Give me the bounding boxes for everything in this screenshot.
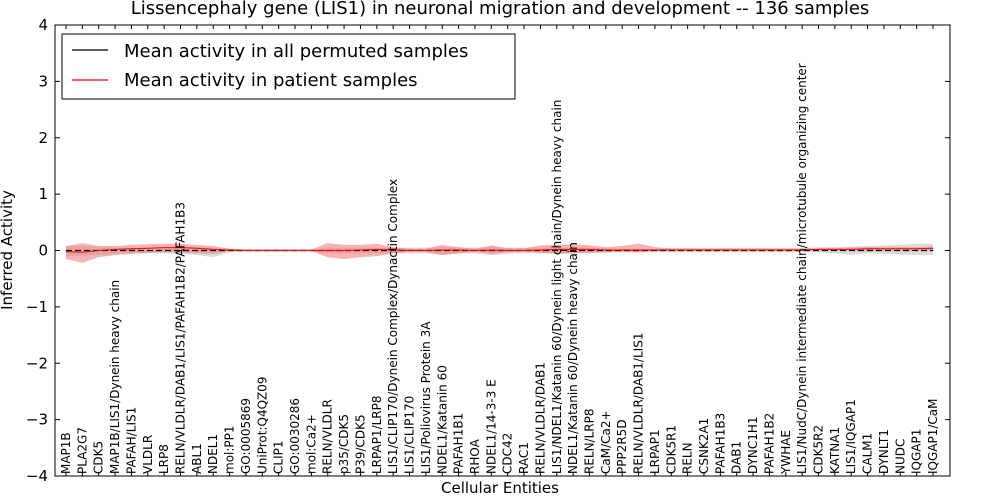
x-category-label: RELN/VLDLR/DAB1 bbox=[533, 362, 547, 474]
x-category-label: NDEL1/Katanin 60/Dynein heavy chain bbox=[566, 242, 580, 474]
x-category-label: ABL1 bbox=[190, 443, 204, 474]
x-category-label: CDK5 bbox=[92, 441, 106, 474]
x-category-label: LIS1/CLIP170 bbox=[403, 396, 417, 474]
x-category-label: mol:PP1 bbox=[223, 425, 237, 474]
y-tick-label: −4 bbox=[26, 467, 48, 485]
x-category-label: LIS1/Poliovirus Protein 3A bbox=[419, 321, 433, 474]
series-lines bbox=[65, 247, 934, 253]
x-category-label: PAFAH1B2 bbox=[762, 413, 776, 474]
x-category-label: PAFAH/LIS1 bbox=[124, 407, 138, 474]
x-category-label: GO:0005869 bbox=[239, 398, 253, 474]
legend-box bbox=[61, 33, 516, 100]
x-category-label: PLA2G7 bbox=[75, 427, 89, 474]
x-category-label: CDC42 bbox=[501, 433, 515, 474]
x-category-label: IQGAP1 bbox=[910, 429, 924, 474]
x-category-label: CaM/Ca2+ bbox=[599, 410, 613, 474]
x-category-label: LIS1/IQGAP1 bbox=[844, 399, 858, 474]
x-category-label: RAC1 bbox=[517, 442, 531, 474]
x-category-label: NDEL1/14-3-3 E bbox=[484, 379, 498, 474]
y-tick-label: 0 bbox=[38, 242, 48, 260]
x-category-label: RHOA bbox=[468, 438, 482, 474]
y-axis-ticks: 4 3 2 1 0 −1 −2 −3 −4 bbox=[26, 16, 950, 485]
x-category-label: PAFAH1B3 bbox=[713, 413, 727, 474]
x-category-label: mol:Ca2+ bbox=[304, 414, 318, 474]
x-category-label: DYNC1H1 bbox=[746, 416, 760, 474]
x-category-label: LIS1/NudC/Dynein intermediate chain/micr… bbox=[795, 63, 809, 474]
x-category-label: LRP8 bbox=[157, 444, 171, 474]
x-axis-ticks bbox=[65, 25, 934, 476]
x-category-label: CDK5R2 bbox=[811, 425, 825, 474]
x-axis-category-labels: MAP1B PLA2G7 CDK5 MAP1B/LIS1/Dynein heavy c… bbox=[59, 63, 940, 475]
x-category-label: CSNK2A1 bbox=[697, 418, 711, 474]
x-category-label: RELN/VLDLR bbox=[321, 399, 335, 474]
y-tick-label: 1 bbox=[38, 185, 48, 203]
x-category-label: PAFAH1B1 bbox=[452, 413, 466, 474]
legend: Mean activity in all permuted samples Me… bbox=[61, 33, 516, 100]
y-tick-label: −3 bbox=[26, 411, 48, 429]
x-category-label: IQGAP1/CaM bbox=[926, 399, 940, 475]
x-category-label: NDEL1/Katanin 60 bbox=[435, 365, 449, 474]
x-category-label: LRPAP1/LRP8 bbox=[370, 395, 384, 474]
x-category-label: GO:0030286 bbox=[288, 398, 302, 474]
x-category-label: KATNA1 bbox=[828, 427, 842, 474]
x-category-label: RELN/LRP8 bbox=[582, 408, 596, 474]
x-axis-title: Cellular Entities bbox=[441, 479, 559, 497]
legend-label-patient: Mean activity in patient samples bbox=[124, 70, 418, 91]
x-category-label: NDEL1 bbox=[206, 434, 220, 474]
legend-label-permuted: Mean activity in all permuted samples bbox=[124, 41, 468, 62]
x-category-label: MAP1B bbox=[59, 432, 73, 474]
line-series-1 bbox=[65, 247, 934, 253]
y-tick-label: 2 bbox=[38, 129, 48, 147]
x-category-label: MAP1B/LIS1/Dynein heavy chain bbox=[108, 280, 122, 474]
y-tick-label: −2 bbox=[26, 354, 48, 372]
x-category-label: UniProt:Q4QZ09 bbox=[255, 376, 269, 474]
x-category-label: RELN bbox=[681, 442, 695, 474]
band-series-1 bbox=[66, 243, 933, 263]
x-category-label: LIS1/NDEL1/Katanin 60/Dynein light chain… bbox=[550, 100, 564, 474]
x-category-label: RELN/VLDLR/DAB1/LIS1/PAFAH1B2/PAFAH1B3 bbox=[174, 202, 188, 474]
x-category-label: DAB1 bbox=[730, 441, 744, 474]
x-category-label: CALM1 bbox=[861, 433, 875, 474]
x-category-label: YWHAE bbox=[779, 430, 793, 475]
x-category-label: p35/CDK5 bbox=[337, 414, 351, 474]
x-category-label: NUDC bbox=[893, 439, 907, 474]
y-axis-title: Inferred Activity bbox=[0, 190, 16, 310]
x-category-label: DYNLT1 bbox=[877, 429, 891, 474]
x-category-label: CLIP1 bbox=[272, 441, 286, 474]
x-category-label: P39/CDK5 bbox=[353, 414, 367, 474]
y-tick-label: −1 bbox=[26, 298, 48, 316]
x-category-label: VLDLR bbox=[141, 435, 155, 474]
x-category-label: LIS1/CLIP170/Dynein Complex/Dynactin Com… bbox=[386, 179, 400, 474]
x-category-label: RELN/VLDLR/DAB1/LIS1 bbox=[632, 333, 646, 474]
x-category-label: CDK5R1 bbox=[664, 425, 678, 474]
y-tick-label: 4 bbox=[38, 16, 48, 34]
x-category-label: LRPAP1 bbox=[648, 429, 662, 474]
y-tick-label: 3 bbox=[38, 72, 48, 90]
chart-title: Lissencephaly gene (LIS1) in neuronal mi… bbox=[131, 0, 870, 19]
x-category-label: PPP2R5D bbox=[615, 419, 629, 474]
